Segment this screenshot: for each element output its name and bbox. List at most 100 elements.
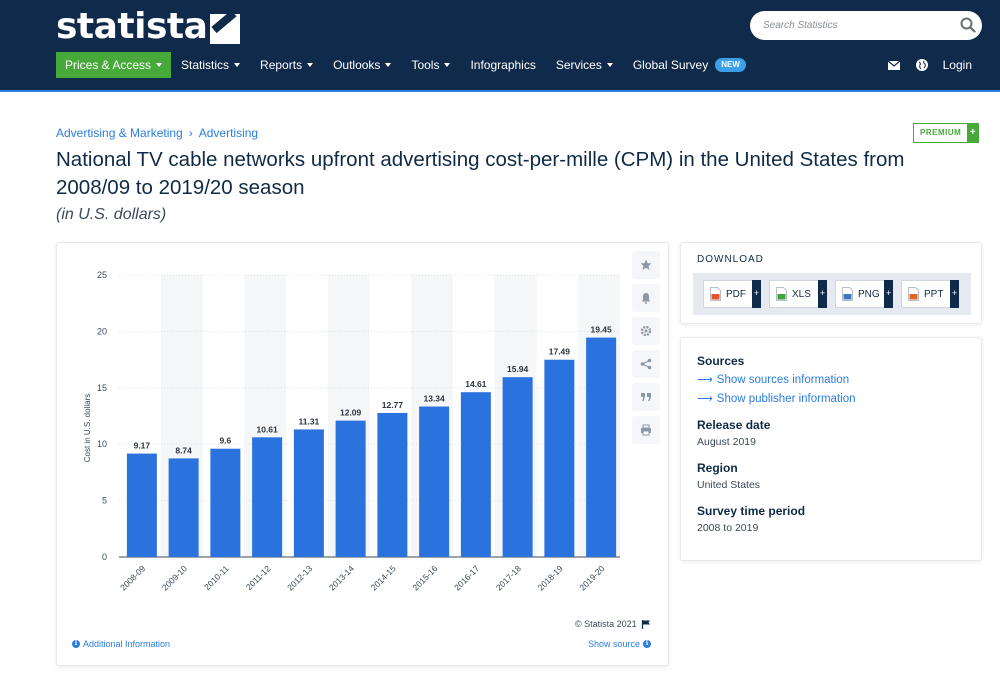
bell-icon [641, 293, 651, 304]
notification-button[interactable] [632, 284, 660, 312]
bar-value-label: 19.45 [590, 325, 612, 335]
x-tick-label: 2018-19 [536, 563, 565, 592]
bar [293, 429, 324, 557]
caret-down-icon [234, 63, 241, 67]
plus-icon: + [950, 280, 959, 308]
logo-mark-icon [210, 13, 241, 44]
breadcrumb-item[interactable]: Advertising & Marketing [56, 126, 183, 140]
nav-item-reports[interactable]: Reports [250, 52, 323, 78]
y-tick-label: 15 [97, 383, 107, 393]
chart-card: 0 5 10 15 20 25 Cost in U.S. dollars 9.17 2008-0… [56, 242, 669, 666]
premium-plus-icon: + [967, 124, 979, 142]
globe-icon[interactable] [915, 58, 929, 72]
nav-item-label: Prices & Access [65, 58, 152, 72]
chart-tools [632, 251, 660, 449]
bar-value-label: 14.61 [465, 379, 487, 389]
premium-badge[interactable]: PREMIUM + [913, 123, 980, 143]
favorite-button[interactable] [632, 251, 660, 279]
download-format-label: PNG [858, 288, 880, 300]
mail-icon[interactable] [887, 58, 901, 72]
y-tick-label: 20 [97, 326, 107, 336]
nav-item-outlooks[interactable]: Outlooks [323, 52, 401, 78]
share-button[interactable] [632, 350, 660, 378]
bar [460, 392, 491, 557]
copyright-text: © Statista 2021 [575, 619, 637, 629]
search-input[interactable] [750, 11, 950, 40]
x-tick-label: 2008-09 [118, 563, 147, 592]
cite-button[interactable] [632, 383, 660, 411]
login-link[interactable]: Login [942, 58, 972, 72]
x-tick-label: 2015-16 [410, 563, 439, 592]
page-title: National TV cable networks upfront adver… [56, 148, 905, 199]
y-tick-label: 5 [102, 496, 107, 506]
download-ppt-button[interactable]: PPT + [901, 280, 959, 308]
xls-file-icon [776, 287, 787, 301]
bar-value-label: 12.09 [340, 408, 362, 418]
download-heading: DOWNLOAD [697, 254, 764, 265]
bar [335, 420, 366, 557]
release-date-heading: Release date [697, 418, 771, 432]
nav-item-statistics[interactable]: Statistics [171, 52, 250, 78]
bar-value-label: 9.6 [219, 436, 231, 446]
download-pdf-button[interactable]: PDF + [703, 280, 761, 308]
bar-value-label: 10.61 [256, 424, 278, 434]
show-publisher-link[interactable]: ⟶ Show publisher information [697, 392, 856, 406]
y-tick-label: 25 [97, 270, 107, 280]
nav-item-tools[interactable]: Tools [401, 52, 460, 78]
additional-information-link[interactable]: i Additional Information [72, 639, 170, 649]
bar [252, 437, 283, 557]
star-icon [640, 259, 652, 270]
region-value: United States [697, 479, 761, 491]
flag-icon[interactable] [641, 619, 651, 629]
info-icon: i [72, 640, 80, 648]
bar [544, 359, 575, 557]
nav-item-label: Global Survey [632, 58, 709, 72]
y-tick-label: 0 [102, 552, 107, 562]
download-format-label: XLS [792, 288, 811, 300]
nav-item-prices-access[interactable]: Prices & Access [56, 52, 172, 78]
y-axis-label: Cost in U.S. dollars [83, 394, 92, 462]
logo-text: statista [56, 6, 208, 47]
bar-value-label: 13.34 [423, 394, 445, 404]
bar-value-label: 15.94 [507, 364, 529, 374]
bar [210, 448, 241, 557]
x-tick-label: 2011-12 [244, 563, 273, 592]
premium-label: PREMIUM [914, 124, 968, 142]
download-xls-button[interactable]: XLS + [769, 280, 827, 308]
show-publisher-label: Show publisher information [716, 392, 856, 405]
bar-value-label: 8.74 [175, 445, 192, 455]
x-tick-label: 2012-13 [285, 563, 314, 592]
show-sources-link[interactable]: ⟶ Show sources information [697, 373, 850, 387]
breadcrumb-item[interactable]: Advertising [198, 126, 259, 140]
download-card: DOWNLOAD PDF + XLS + PNG + PPT + [680, 242, 982, 324]
bar-value-label: 11.31 [298, 416, 319, 426]
nav-item-label: Outlooks [333, 58, 381, 72]
breadcrumb-separator: › [188, 126, 193, 140]
show-source-link[interactable]: Show source i [588, 639, 652, 649]
nav-item-services[interactable]: Services [546, 52, 623, 78]
x-tick-label: 2009-10 [160, 563, 189, 592]
search-box [750, 11, 982, 40]
bar [126, 453, 157, 557]
settings-button[interactable] [632, 317, 660, 345]
pdf-file-icon [710, 287, 721, 301]
nav-item-infographics[interactable]: Infographics [460, 52, 545, 78]
bar-value-label: 12.77 [382, 400, 404, 410]
plus-icon: + [752, 280, 761, 308]
statista-logo[interactable]: statista [56, 6, 241, 47]
print-button[interactable] [632, 416, 660, 444]
show-sources-label: Show sources information [716, 373, 850, 386]
nav-item-global-survey[interactable]: Global Survey NEW [623, 52, 756, 78]
ppt-file-icon [908, 287, 919, 301]
info-icon: i [643, 640, 652, 648]
x-tick-label: 2016-17 [452, 563, 481, 592]
main-nav: Prices & Access Statistics Reports Outlooks… [56, 52, 756, 78]
survey-period-heading: Survey time period [697, 504, 806, 518]
search-icon[interactable] [960, 17, 976, 33]
region-heading: Region [697, 461, 738, 475]
statistic-details-card: Sources ⟶ Show sources information ⟶ Sho… [680, 337, 982, 561]
download-png-button[interactable]: PNG + [835, 280, 893, 308]
caret-down-icon [156, 63, 163, 67]
arrow-right-icon: ⟶ [697, 374, 713, 386]
nav-item-label: Tools [411, 58, 440, 72]
